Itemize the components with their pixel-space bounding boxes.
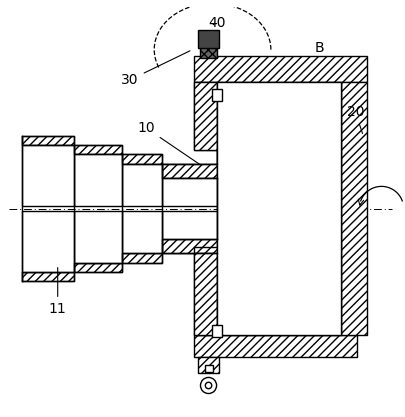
Text: 11: 11 bbox=[49, 268, 66, 316]
Bar bbox=[200, 38, 217, 58]
Polygon shape bbox=[162, 239, 217, 335]
Bar bbox=[194, 55, 367, 82]
Text: B: B bbox=[314, 40, 324, 55]
Bar bbox=[21, 136, 74, 145]
Bar bbox=[212, 325, 222, 337]
Text: 10: 10 bbox=[137, 121, 200, 165]
Bar bbox=[194, 247, 217, 335]
Text: 30: 30 bbox=[122, 51, 190, 87]
Bar bbox=[74, 263, 122, 272]
Bar bbox=[122, 164, 162, 206]
Text: 20: 20 bbox=[347, 105, 364, 133]
Bar bbox=[162, 164, 217, 178]
Bar bbox=[74, 145, 122, 154]
Bar bbox=[21, 272, 74, 281]
Circle shape bbox=[205, 382, 212, 389]
Bar bbox=[74, 154, 122, 206]
Bar bbox=[194, 335, 357, 357]
Bar bbox=[162, 239, 217, 253]
Bar bbox=[341, 82, 367, 335]
Bar bbox=[162, 178, 217, 206]
Bar bbox=[21, 211, 74, 272]
Bar bbox=[122, 253, 162, 263]
Bar bbox=[198, 357, 219, 373]
Bar bbox=[205, 364, 213, 372]
Bar bbox=[122, 154, 162, 164]
Bar bbox=[198, 30, 220, 48]
Bar bbox=[217, 82, 341, 335]
Bar bbox=[162, 211, 217, 239]
Bar bbox=[217, 82, 341, 335]
Polygon shape bbox=[162, 82, 217, 178]
Bar bbox=[122, 211, 162, 253]
Bar bbox=[21, 145, 74, 206]
Bar bbox=[194, 82, 217, 150]
Bar bbox=[212, 89, 222, 101]
Bar bbox=[74, 211, 122, 263]
Text: 40: 40 bbox=[208, 17, 225, 30]
